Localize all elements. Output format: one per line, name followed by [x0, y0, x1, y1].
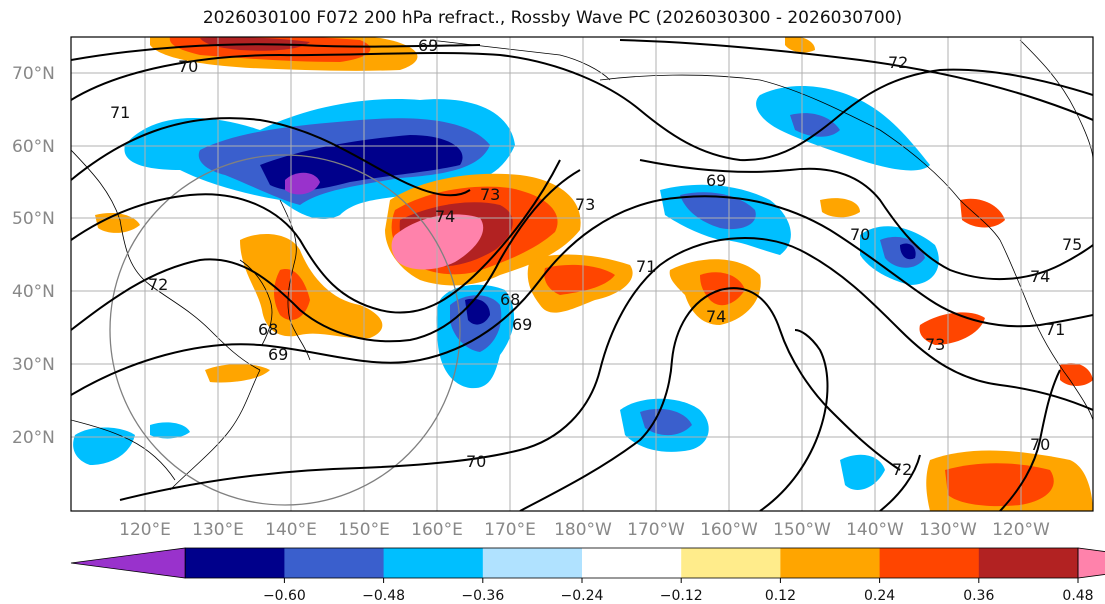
latitude-labels: 70°N 60°N 50°N 40°N 30°N 20°N [12, 64, 55, 448]
pos-region-6b [945, 463, 1054, 507]
neg-region-2c [465, 298, 490, 325]
neg-region-5c [900, 243, 916, 260]
colorbar-border [184, 547, 1079, 579]
lon-label: 170°E [484, 520, 536, 540]
lat-label: 50°N [12, 209, 55, 229]
contour-label: 70 [466, 452, 486, 471]
colorbar-segment [879, 548, 980, 578]
colorbar-tick-label: 0.24 [864, 588, 895, 604]
contour-label: 75 [1062, 235, 1082, 254]
pos-region-8 [205, 364, 270, 383]
contour-label: 74 [435, 207, 455, 226]
contour-label: 68 [500, 290, 520, 309]
pos-region-10 [960, 198, 1005, 228]
colorbar-tick-label: −0.12 [660, 588, 703, 604]
pos-region-13 [820, 198, 860, 218]
longitude-labels: 120°E 130°E 140°E 150°E 160°E 170°E 180°… [119, 520, 1050, 540]
contour-labels: 69 70 71 72 73 74 75 68 69 70 71 72 73 7… [110, 36, 1082, 479]
coastlines [71, 39, 1093, 491]
colorbar-segment [780, 548, 881, 578]
colorbar-extend-high [1077, 547, 1105, 579]
colorbar-segment [482, 548, 583, 578]
colorbar-tick-label: 0.36 [963, 588, 994, 604]
reference-circle [109, 154, 461, 506]
lon-label: 120°W [992, 520, 1050, 540]
colorbar-tick-label: −0.60 [263, 588, 306, 604]
contour-label: 74 [706, 307, 726, 326]
neg-region-3b [680, 192, 756, 230]
colorbar-extend-low [70, 547, 186, 579]
contour-label: 71 [1045, 320, 1065, 339]
colorbar-segment [383, 548, 484, 578]
lon-label: 140°E [265, 520, 317, 540]
contour-label: 72 [888, 53, 908, 72]
contour-label: 69 [512, 315, 532, 334]
contour-label: 68 [258, 320, 278, 339]
contour-label: 69 [268, 345, 288, 364]
map-title: 2026030100 F072 200 hPa refract., Rossby… [202, 8, 903, 28]
colorbar-segments [70, 547, 1105, 579]
lat-label: 40°N [12, 282, 55, 302]
colorbar-tick-label: −0.36 [461, 588, 504, 604]
neg-region-8 [150, 422, 190, 439]
lat-label: 70°N [12, 64, 55, 84]
colorbar-ticks: −0.60 −0.48 −0.36 −0.24 −0.12 0.12 0.24 0.36 0.4… [263, 578, 1094, 604]
contour-label: 71 [110, 103, 130, 122]
colorbar-segment [284, 548, 385, 578]
lon-label: 150°W [773, 520, 831, 540]
colorbar-segment [582, 548, 682, 578]
lon-label: 120°E [119, 520, 171, 540]
map-border [70, 36, 1094, 512]
neg-region-1d [285, 172, 320, 195]
lon-label: 160°E [411, 520, 463, 540]
lon-label: 160°W [700, 520, 758, 540]
lon-label: 180°W [554, 520, 612, 540]
colorbar-segment [185, 548, 285, 578]
colorbar: −0.60 −0.48 −0.36 −0.24 −0.12 0.12 0.24 0.36 0.4… [70, 547, 1105, 604]
neg-region-4 [756, 85, 930, 171]
contour-label: 72 [148, 275, 168, 294]
pos-region-3 [240, 234, 383, 339]
contour-label: 70 [1030, 435, 1050, 454]
contour-label: 69 [418, 36, 438, 55]
contour-label: 72 [892, 460, 912, 479]
colorbar-tick-label: −0.24 [561, 588, 604, 604]
colorbar-tick-label: −0.48 [362, 588, 405, 604]
lon-label: 150°E [338, 520, 390, 540]
contour-label: 70 [850, 225, 870, 244]
lon-label: 140°W [846, 520, 904, 540]
neg-region-9 [840, 454, 885, 490]
lat-label: 30°N [12, 355, 55, 375]
gridlines [71, 37, 1093, 511]
pos-region-11 [1060, 363, 1093, 386]
neg-region-6b [640, 408, 692, 436]
colorbar-tick-label: 0.48 [1062, 588, 1093, 604]
lon-label: 130°W [919, 520, 977, 540]
contour-label: 69 [706, 171, 726, 190]
contours [71, 39, 1093, 511]
pos-region-3b [274, 269, 310, 320]
contour-label: 70 [178, 57, 198, 76]
pos-region-7 [919, 312, 985, 345]
contour-label: 73 [480, 185, 500, 204]
colorbar-segment [978, 548, 1079, 578]
contour-label: 74 [1030, 267, 1050, 286]
lat-label: 60°N [12, 137, 55, 157]
contour-label: 71 [636, 257, 656, 276]
contour-label: 73 [575, 195, 595, 214]
lat-label: 20°N [12, 428, 55, 448]
pos-region-4b [544, 264, 615, 295]
colorbar-tick-label: 0.12 [765, 588, 796, 604]
lon-label: 130°E [192, 520, 244, 540]
contour-label: 73 [925, 335, 945, 354]
lon-label: 170°W [627, 520, 685, 540]
colorbar-segment [681, 548, 781, 578]
pos-region-12 [785, 37, 815, 53]
